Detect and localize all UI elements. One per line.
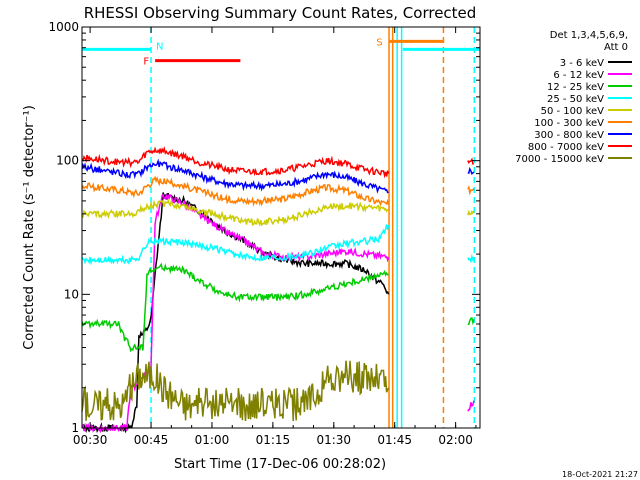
flag-label-F: F xyxy=(143,57,149,68)
x-tick-label-4: 01:30 xyxy=(316,433,351,447)
series-line-8-0 xyxy=(81,360,390,422)
series-line-0-0 xyxy=(81,192,390,434)
series-line-6-1 xyxy=(467,166,475,175)
flag-bars: NF S xyxy=(82,37,480,68)
x-tick-label-2: 01:00 xyxy=(195,433,230,447)
series-line-5-0 xyxy=(81,175,390,207)
legend-label-4: 50 - 100 keV xyxy=(541,106,605,117)
legend-header-0: Det 1,3,4,5,6,9, xyxy=(550,30,628,41)
render-timestamp: 18-Oct-2021 21:27 xyxy=(562,470,638,479)
y-tick-label-3: 1000 xyxy=(48,20,79,34)
legend-label-0: 3 - 6 keV xyxy=(560,58,604,69)
series-line-6-0 xyxy=(81,158,389,194)
legend-label-6: 300 - 800 keV xyxy=(534,130,604,141)
series-line-1-0 xyxy=(81,193,390,434)
series-line-5-1 xyxy=(467,185,475,196)
legend-label-2: 12 - 25 keV xyxy=(547,82,604,93)
legend-label-7: 800 - 7000 keV xyxy=(528,142,604,153)
series-line-4-0 xyxy=(81,198,389,227)
legend-label-1: 6 - 12 keV xyxy=(553,70,604,81)
legend-header-1: Att 0 xyxy=(604,42,628,53)
y-tick-label-2: 100 xyxy=(56,154,79,168)
y-axis-label: Corrected Count Rate (s⁻¹ detector⁻¹) xyxy=(22,105,37,350)
series-line-3-0 xyxy=(81,224,390,266)
series-line-7-1 xyxy=(467,157,475,165)
legend-label-3: 25 - 50 keV xyxy=(547,94,604,105)
y-tick-label-1: 10 xyxy=(64,287,79,301)
y-axis: 1 10 100 1000 xyxy=(48,20,480,435)
x-tick-label-3: 01:15 xyxy=(256,433,291,447)
vertical-marker-lines xyxy=(150,27,476,428)
x-axis: 00:30 00:45 01:00 01:15 01:30 01:45 02:00 xyxy=(73,27,477,447)
series-lines xyxy=(81,146,475,434)
y-tick-label-0: 1 xyxy=(71,421,79,435)
series-line-2-0 xyxy=(81,262,389,353)
x-tick-label-0: 00:30 xyxy=(73,433,108,447)
legend-label-8: 7000 - 15000 keV xyxy=(515,154,604,165)
legend-label-5: 100 - 300 keV xyxy=(534,118,604,129)
plot-frame xyxy=(81,26,481,429)
x-tick-label-1: 00:45 xyxy=(134,433,169,447)
series-line-1-1 xyxy=(467,400,475,412)
chart-title: RHESSI Observing Summary Count Rates, Co… xyxy=(84,4,477,22)
series-line-7-0 xyxy=(81,146,390,179)
x-axis-label: Start Time (17-Dec-06 00:28:02) xyxy=(174,457,386,472)
series-line-3-1 xyxy=(467,253,475,264)
series-line-4-1 xyxy=(467,209,475,216)
x-tick-label-5: 01:45 xyxy=(377,433,412,447)
x-tick-label-6: 02:00 xyxy=(438,433,473,447)
series-line-2-1 xyxy=(467,317,475,326)
flag-label-N: N xyxy=(156,41,163,52)
flag-label-S: S xyxy=(376,37,382,48)
